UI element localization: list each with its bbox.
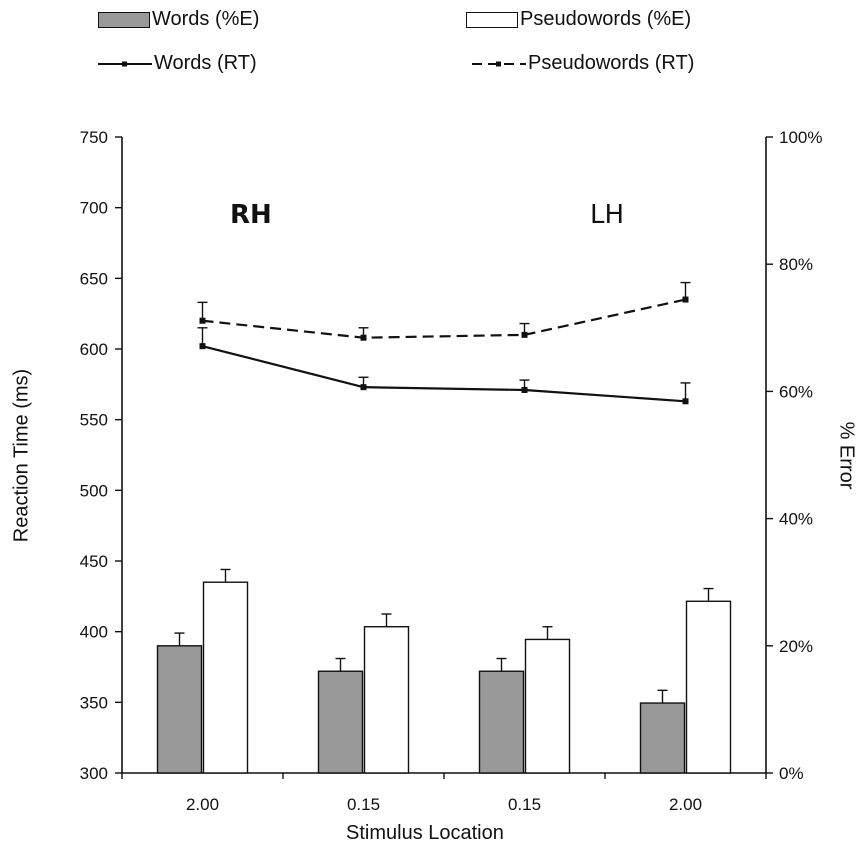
point-pseudowords-rt xyxy=(360,334,367,341)
y-tick-label: 550 xyxy=(80,411,108,430)
legend-pseudowords-error-label: Pseudowords (%E) xyxy=(520,8,692,30)
legend-words-error: Words (%E) xyxy=(98,8,259,31)
annotation-lh: LH xyxy=(590,200,625,230)
y-tick-label: 650 xyxy=(80,269,108,288)
bar-words-error xyxy=(317,670,364,774)
point-words-rt xyxy=(682,398,689,405)
bar-words-error xyxy=(156,645,203,774)
series-line-words-rt xyxy=(202,345,686,403)
legend-words-error-swatch xyxy=(98,11,150,28)
bar-pseudowords-error xyxy=(202,581,249,774)
x-tick-label: 0.15 xyxy=(347,795,380,814)
y2-tick-label: 60% xyxy=(779,382,813,401)
bar-pseudowords-error xyxy=(363,626,410,774)
y2-tick-label: 40% xyxy=(779,510,813,529)
legend-words-error-label: Words (%E) xyxy=(152,8,260,30)
annotation-rh: RH xyxy=(230,200,272,230)
y-tick-label: 500 xyxy=(80,481,108,500)
legend-words-rt-line xyxy=(98,61,152,66)
y2-tick-label: 20% xyxy=(779,637,813,656)
bar-pseudowords-error xyxy=(685,600,732,774)
point-pseudowords-rt xyxy=(521,331,528,338)
point-words-rt xyxy=(521,386,528,393)
point-words-rt xyxy=(360,384,367,391)
y-tick-label: 600 xyxy=(80,340,108,359)
x-axis-title: Stimulus Location xyxy=(346,822,504,844)
y-tick-label: 400 xyxy=(80,623,108,642)
bar-words-error xyxy=(639,702,686,774)
legend-words-rt: Words (RT) xyxy=(98,52,257,75)
y-tick-label: 350 xyxy=(80,693,108,712)
x-tick-label: 2.00 xyxy=(669,795,702,814)
y2-tick-label: 0% xyxy=(779,764,804,783)
legend-pseudowords-rt-line xyxy=(472,61,526,66)
x-tick-label: 0.15 xyxy=(508,795,541,814)
y-tick-label: 750 xyxy=(80,128,108,147)
y-tick-label: 700 xyxy=(80,199,108,218)
bar-pseudowords-error xyxy=(524,638,571,774)
point-pseudowords-rt xyxy=(682,296,689,303)
y2-axis-title: % Error xyxy=(835,421,858,490)
legend-pseudowords-error-swatch xyxy=(466,11,518,28)
y-tick-label: 450 xyxy=(80,552,108,571)
bar-words-error xyxy=(478,670,525,774)
point-pseudowords-rt xyxy=(199,317,206,324)
point-words-rt xyxy=(199,343,206,350)
legend-pseudowords-rt-label: Pseudowords (RT) xyxy=(528,52,695,74)
legend-words-rt-label: Words (RT) xyxy=(154,52,257,74)
y2-tick-label: 100% xyxy=(779,128,822,147)
y2-tick-label: 80% xyxy=(779,255,813,274)
series-line-pseudowords-rt xyxy=(202,298,686,339)
x-tick-label: 2.00 xyxy=(186,795,219,814)
y-axis-title: Reaction Time (ms) xyxy=(10,368,33,543)
legend-pseudowords-error: Pseudowords (%E) xyxy=(466,8,691,31)
y-tick-label: 300 xyxy=(80,764,108,783)
legend-pseudowords-rt: Pseudowords (RT) xyxy=(472,52,694,75)
